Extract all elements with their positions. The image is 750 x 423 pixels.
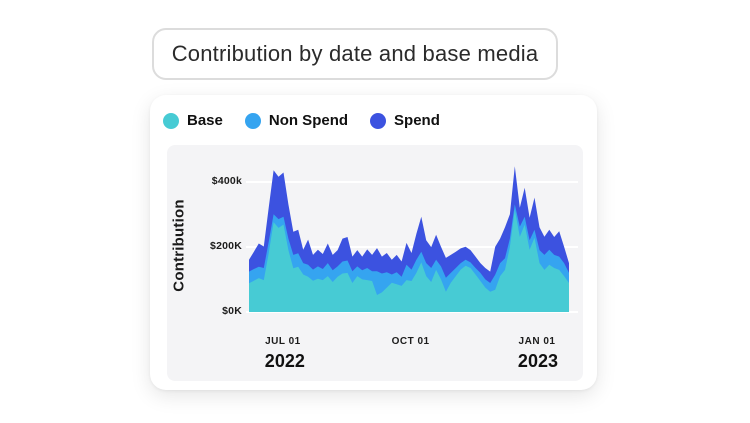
y-tick-label: $400k — [211, 174, 242, 187]
gridline-0k — [246, 311, 578, 313]
chart-title: Contribution by date and base media — [171, 41, 539, 66]
x-tick-label: JAN 01 — [518, 336, 556, 347]
chart-legend: Base Non Spend Spend — [163, 112, 440, 129]
legend-dot-icon — [163, 112, 179, 129]
legend-item-spend[interactable]: Spend — [370, 112, 440, 129]
legend-label: Base — [187, 112, 223, 129]
area-base — [249, 209, 569, 312]
chart-title-card: Contribution by date and base media — [152, 28, 558, 80]
legend-label: Spend — [394, 112, 440, 129]
x-tick-label: JUL 01 — [265, 336, 301, 347]
stacked-area-chart[interactable] — [249, 149, 569, 312]
legend-item-base[interactable]: Base — [163, 112, 223, 129]
gridline-200k — [246, 245, 578, 248]
legend-item-non-spend[interactable]: Non Spend — [244, 112, 349, 129]
year-label: 2023 — [517, 351, 558, 371]
y-tick-label: $0K — [222, 305, 242, 317]
year-label: 2022 — [264, 351, 305, 371]
gridline-400k — [246, 180, 578, 183]
legend-label: Non Spend — [268, 112, 349, 129]
legend-dot-icon — [370, 112, 387, 129]
legend-dot-icon — [244, 112, 261, 129]
y-tick-label: $200K — [210, 239, 242, 252]
x-tick-label: OCT 01 — [391, 336, 430, 347]
y-axis-title: Contribution — [170, 199, 188, 292]
